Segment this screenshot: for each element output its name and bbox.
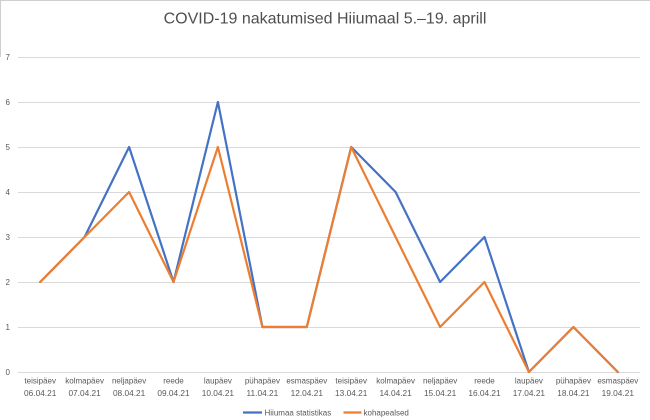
svg-text:2: 2: [6, 278, 11, 287]
svg-text:13.04.21: 13.04.21: [335, 388, 368, 398]
svg-text:16.04.21: 16.04.21: [468, 388, 501, 398]
svg-text:kohapealsed: kohapealsed: [364, 409, 409, 418]
svg-text:10.04.21: 10.04.21: [202, 388, 235, 398]
svg-text:teisipäev: teisipäev: [335, 377, 367, 386]
svg-text:08.04.21: 08.04.21: [113, 388, 146, 398]
svg-text:18.04.21: 18.04.21: [557, 388, 590, 398]
svg-text:15.04.21: 15.04.21: [424, 388, 457, 398]
svg-text:12.04.21: 12.04.21: [291, 388, 324, 398]
svg-text:kolmapäev: kolmapäev: [65, 377, 104, 386]
svg-text:esmaspäev: esmaspäev: [597, 377, 638, 386]
svg-text:laupäev: laupäev: [515, 377, 543, 386]
svg-text:reede: reede: [474, 377, 495, 386]
svg-text:neljapäev: neljapäev: [112, 377, 146, 386]
svg-text:4: 4: [6, 188, 11, 197]
svg-text:6: 6: [6, 98, 11, 107]
svg-text:07.04.21: 07.04.21: [68, 388, 101, 398]
svg-text:esmaspäev: esmaspäev: [286, 377, 327, 386]
svg-text:COVID-19 nakatumised Hiiumaal: COVID-19 nakatumised Hiiumaal 5.–19. apr…: [164, 11, 487, 28]
svg-text:14.04.21: 14.04.21: [379, 388, 412, 398]
svg-text:5: 5: [6, 143, 11, 152]
svg-text:kolmapäev: kolmapäev: [376, 377, 415, 386]
svg-text:teisipäev: teisipäev: [24, 377, 56, 386]
svg-text:laupäev: laupäev: [204, 377, 232, 386]
svg-text:06.04.21: 06.04.21: [24, 388, 57, 398]
svg-text:Hiiumaa statistikas: Hiiumaa statistikas: [265, 409, 332, 418]
svg-text:3: 3: [6, 233, 11, 242]
svg-text:neljapäev: neljapäev: [423, 377, 457, 386]
svg-text:0: 0: [6, 368, 11, 377]
svg-text:reede: reede: [163, 377, 184, 386]
svg-text:19.04.21: 19.04.21: [602, 388, 635, 398]
svg-text:pühapäev: pühapäev: [556, 377, 591, 386]
svg-text:11.04.21: 11.04.21: [247, 388, 279, 398]
svg-text:09.04.21: 09.04.21: [157, 388, 190, 398]
svg-text:1: 1: [6, 323, 11, 332]
svg-text:pühapäev: pühapäev: [245, 377, 280, 386]
svg-text:7: 7: [6, 53, 11, 62]
svg-text:17.04.21: 17.04.21: [513, 388, 546, 398]
